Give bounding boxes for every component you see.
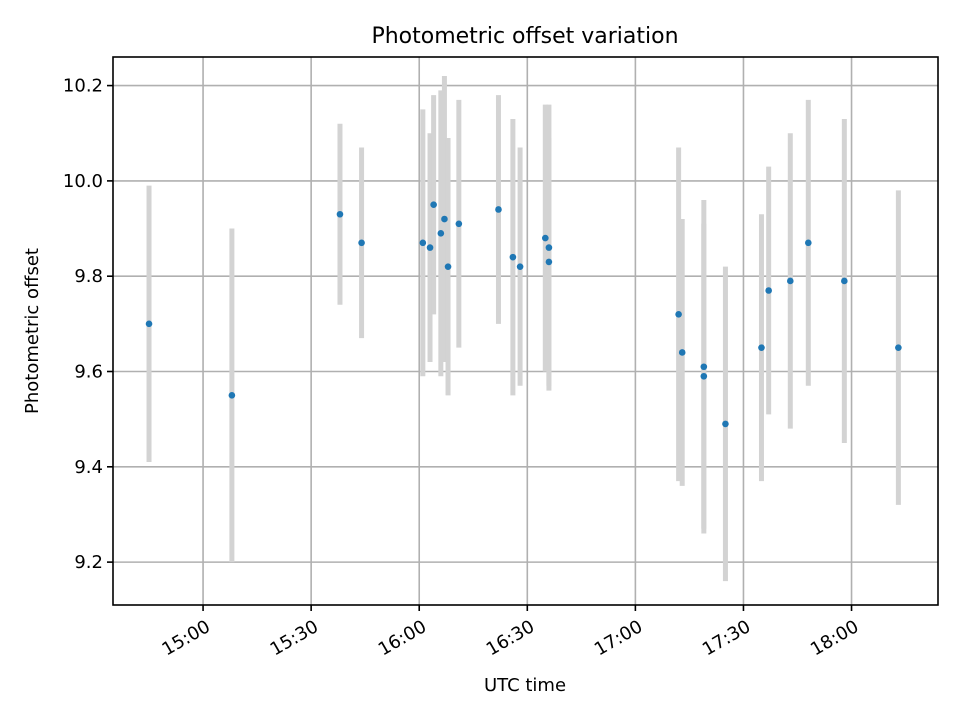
point-layer bbox=[145, 201, 902, 428]
data-point bbox=[455, 220, 463, 228]
y-tick-label: 9.2 bbox=[74, 552, 103, 573]
data-point bbox=[545, 244, 553, 251]
y-tick-label: 10.2 bbox=[63, 76, 103, 97]
data-point bbox=[678, 349, 686, 356]
data-point bbox=[430, 201, 437, 209]
data-point bbox=[895, 344, 902, 351]
data-point bbox=[675, 311, 682, 318]
y-tick-label: 9.8 bbox=[74, 266, 103, 287]
y-axis-label: Photometric offset bbox=[22, 248, 43, 414]
data-point bbox=[516, 263, 524, 270]
data-point bbox=[805, 239, 812, 247]
data-point bbox=[444, 263, 452, 270]
chart-title: Photometric offset variation bbox=[371, 24, 678, 49]
data-point bbox=[336, 210, 344, 218]
y-tick-label: 9.6 bbox=[74, 362, 103, 383]
data-point bbox=[722, 420, 729, 428]
data-point bbox=[841, 277, 848, 285]
data-point bbox=[758, 344, 765, 351]
data-point bbox=[437, 230, 445, 237]
grid-layer bbox=[113, 57, 938, 605]
data-point bbox=[358, 239, 365, 247]
data-point bbox=[509, 253, 517, 261]
x-axis-label: UTC time bbox=[484, 675, 566, 696]
y-tick-label: 10.0 bbox=[63, 171, 103, 192]
data-point bbox=[145, 320, 153, 328]
y-tick-label: 9.4 bbox=[74, 457, 103, 478]
data-point bbox=[700, 363, 708, 371]
data-point bbox=[228, 392, 236, 399]
data-point bbox=[419, 239, 427, 247]
data-point bbox=[441, 215, 448, 223]
data-point bbox=[495, 206, 502, 213]
data-point bbox=[786, 277, 794, 285]
data-point bbox=[700, 372, 708, 380]
data-point bbox=[542, 234, 549, 242]
plot-frame bbox=[112, 56, 939, 606]
data-point bbox=[765, 287, 772, 294]
data-point bbox=[545, 258, 553, 266]
data-point bbox=[426, 244, 434, 251]
